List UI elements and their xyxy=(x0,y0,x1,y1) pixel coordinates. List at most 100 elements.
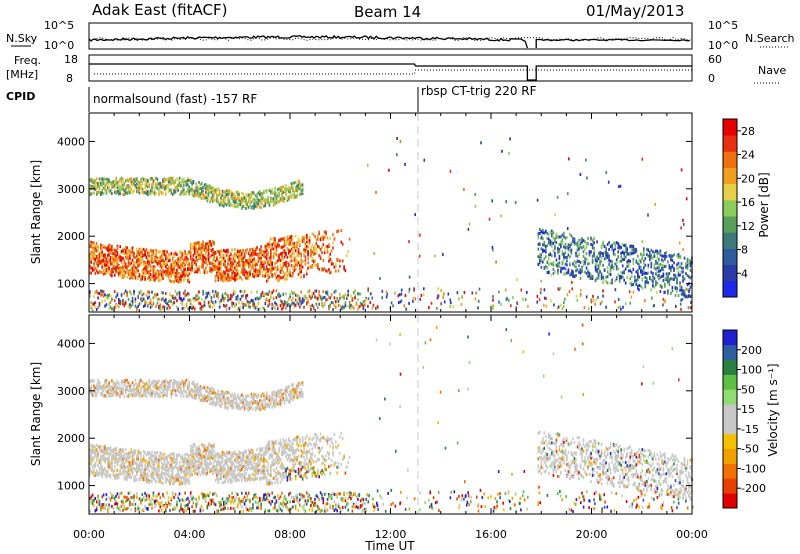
echo-cell xyxy=(137,277,139,281)
echo-cell xyxy=(98,270,101,273)
echo-cell xyxy=(107,177,109,181)
echo-cell xyxy=(220,262,222,266)
echo-cell xyxy=(98,191,101,195)
echo-cell xyxy=(230,293,232,297)
echo-cell xyxy=(234,271,236,275)
echo-cell xyxy=(306,236,308,240)
echo-cell xyxy=(97,450,99,454)
echo-cell xyxy=(100,243,102,247)
echo-cell xyxy=(98,499,101,503)
echo-cell xyxy=(167,255,170,259)
echo-cell xyxy=(112,270,115,274)
echo-cell xyxy=(263,293,265,296)
echo-cell xyxy=(134,300,137,304)
echo-cell xyxy=(228,306,231,310)
echo-cell xyxy=(142,304,145,308)
echo-cell xyxy=(221,258,224,262)
echo-cell xyxy=(373,252,375,256)
echo-cell xyxy=(93,497,95,501)
echo-cell xyxy=(90,462,92,466)
echo-cell xyxy=(282,270,285,274)
echo-cell xyxy=(131,190,134,194)
echo-cell xyxy=(243,255,246,259)
echo-cell xyxy=(307,261,309,265)
echo-cell xyxy=(548,253,550,257)
echo-cell xyxy=(100,256,102,260)
echo-cell xyxy=(655,267,657,271)
echo-cell xyxy=(173,252,175,256)
echo-cell xyxy=(443,291,446,295)
echo-cell xyxy=(649,254,651,258)
echo-cell xyxy=(540,236,543,240)
echo-cell xyxy=(299,260,301,264)
echo-cell xyxy=(234,259,236,263)
echo-cell xyxy=(165,249,167,253)
echo-cell xyxy=(212,263,214,267)
echo-cell xyxy=(234,254,236,258)
echo-cell xyxy=(166,273,168,277)
echo-cell xyxy=(93,463,95,467)
echo-cell xyxy=(141,268,144,272)
echo-cell xyxy=(370,292,372,296)
echo-cell xyxy=(142,177,145,181)
echo-cell xyxy=(605,171,608,175)
echo-cell xyxy=(250,264,253,268)
echo-cell xyxy=(176,263,178,267)
echo-cell xyxy=(119,271,121,275)
echo-cell xyxy=(123,263,126,267)
echo-cell xyxy=(120,274,123,278)
echo-cell xyxy=(151,259,153,263)
echo-cell xyxy=(90,252,92,256)
echo-cell xyxy=(351,298,354,302)
echo-cell xyxy=(243,251,246,255)
echo-cell xyxy=(165,269,167,273)
echo-cell xyxy=(655,261,657,265)
echo-cell xyxy=(241,251,243,255)
echo-cell xyxy=(524,298,527,302)
echo-cell xyxy=(566,263,568,267)
echo-cell xyxy=(198,187,200,191)
echo-cell xyxy=(93,184,95,188)
echo-cell xyxy=(560,245,562,249)
echo-cell xyxy=(399,139,402,143)
echo-cell xyxy=(555,263,558,267)
echo-cell xyxy=(189,246,192,250)
echo-cell xyxy=(617,250,619,254)
echo-cell xyxy=(221,278,224,282)
colorbar-swatch xyxy=(723,280,737,298)
echo-cell xyxy=(664,284,666,288)
echo-cell xyxy=(546,271,549,274)
echo-cell xyxy=(105,448,108,452)
echo-cell xyxy=(218,250,221,254)
echo-cell xyxy=(682,266,684,270)
echo-cell xyxy=(101,250,103,254)
echo-cell xyxy=(543,249,546,253)
echo-cell xyxy=(202,185,204,189)
echo-cell xyxy=(228,189,231,193)
echo-cell xyxy=(414,297,417,301)
echo-cell xyxy=(140,260,142,264)
echo-cell xyxy=(116,293,119,297)
echo-cell xyxy=(306,301,308,305)
echo-cell xyxy=(311,256,314,260)
echo-cell xyxy=(428,306,430,310)
echo-cell xyxy=(187,257,189,261)
echo-cell xyxy=(539,253,541,257)
echo-cell xyxy=(265,265,268,269)
echo-cell xyxy=(227,189,229,193)
echo-cell xyxy=(250,252,253,256)
echo-cell xyxy=(108,178,110,182)
echo-cell xyxy=(423,287,425,291)
echo-cell xyxy=(350,307,352,311)
echo-cell xyxy=(95,392,98,396)
echo-cell xyxy=(111,185,113,189)
echo-cell xyxy=(91,178,94,182)
echo-cell xyxy=(155,176,157,180)
echo-cell xyxy=(677,271,680,275)
echo-cell xyxy=(97,245,99,249)
echo-cell xyxy=(286,269,289,273)
echo-cell xyxy=(558,235,561,239)
echo-cell xyxy=(142,188,145,192)
echo-cell xyxy=(250,190,253,194)
echo-cell xyxy=(210,198,213,202)
